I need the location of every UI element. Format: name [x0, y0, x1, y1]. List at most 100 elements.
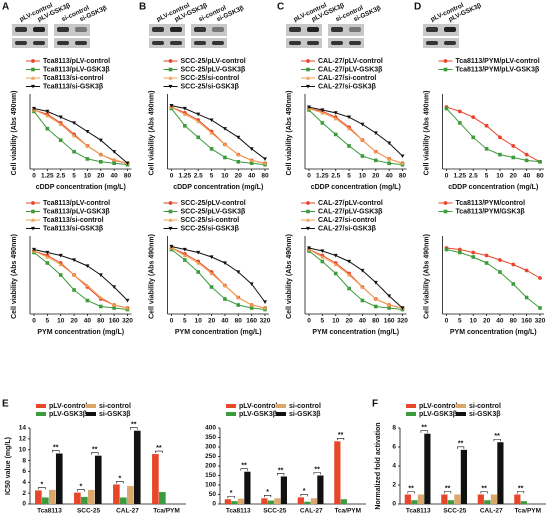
bar: [35, 490, 42, 504]
marker: [45, 109, 50, 114]
y-axis-label: Normalized fold activation: [375, 422, 382, 509]
y-axis-label: Cell viability (Abs 490nm): [148, 234, 155, 319]
band: [170, 41, 182, 45]
x-tick-label: 80: [399, 173, 407, 180]
marker: [373, 280, 378, 285]
bracket: [480, 491, 488, 494]
marker: [183, 258, 187, 262]
marker: [98, 273, 103, 277]
bar: [42, 497, 49, 504]
marker: [182, 112, 187, 116]
marker: [347, 144, 351, 148]
x-tick-label: 5: [347, 173, 351, 180]
significance: **: [494, 433, 500, 440]
bracket: [407, 491, 415, 494]
bar: [447, 500, 454, 504]
bar: [244, 471, 251, 504]
significance: **: [314, 466, 320, 473]
y-tick-label: 12: [19, 436, 27, 443]
x-tick-label: 0: [170, 318, 174, 325]
legend-label: SCC-25/si-GSK3β: [181, 83, 240, 90]
marker: [511, 144, 516, 148]
legend-label: Tca8113/pLV-GSK3β: [43, 66, 110, 73]
legend-label: CAL-27/pLV-control: [318, 58, 383, 65]
marker: [249, 306, 254, 310]
series-line: [171, 108, 266, 166]
marker: [471, 250, 476, 255]
panel-label: F: [372, 399, 378, 410]
legend-label: SCC-25/si-control: [181, 75, 240, 82]
marker: [31, 67, 35, 72]
x-tick-label: 2.5: [331, 173, 340, 180]
marker: [98, 295, 103, 300]
marker: [31, 226, 35, 231]
band: [33, 41, 45, 45]
x-tick-label: 20: [372, 173, 380, 180]
marker: [387, 161, 391, 166]
x-tick-label: 160: [384, 318, 395, 325]
x-tick-label: 80: [510, 318, 518, 325]
marker: [196, 270, 201, 274]
marker: [307, 105, 311, 110]
band: [331, 41, 343, 45]
marker: [471, 135, 476, 140]
series-line: [308, 249, 403, 309]
series-line: [446, 249, 541, 309]
marker: [168, 59, 173, 63]
x-tick-label: 80: [261, 173, 269, 180]
bracket: [337, 438, 345, 441]
marker: [31, 218, 35, 222]
marker: [524, 268, 529, 273]
marker: [31, 209, 35, 214]
x-axis-label: PYM concentration (mg/L): [312, 329, 399, 336]
series-line: [33, 109, 128, 164]
marker: [306, 76, 310, 80]
marker: [360, 268, 365, 273]
marker: [360, 298, 365, 303]
marker: [360, 154, 365, 158]
marker: [320, 110, 325, 115]
x-tick-label: CAL-27: [300, 508, 323, 515]
band: [331, 27, 343, 32]
x-tick-label: 40: [496, 318, 504, 325]
series-line: [308, 250, 403, 310]
marker: [45, 250, 50, 255]
bracket: [240, 468, 248, 471]
marker: [168, 218, 173, 222]
bracket: [444, 491, 452, 494]
y-axis-label: Cell viability (Abs 490nm): [11, 234, 18, 319]
bar: [441, 494, 448, 504]
series-line: [446, 106, 541, 163]
y-axis-label: Cell viability (Abs 490nm): [148, 91, 155, 176]
bar: [74, 492, 81, 504]
series-line: [308, 247, 403, 309]
marker: [196, 135, 201, 140]
marker: [112, 157, 117, 162]
marker: [98, 160, 103, 164]
marker: [72, 288, 76, 292]
marker: [263, 300, 267, 304]
legend-label: CAL-27/si-control: [318, 217, 376, 224]
y-tick-label: 200: [205, 463, 216, 470]
bar: [417, 494, 424, 504]
marker: [263, 157, 267, 161]
marker: [72, 258, 77, 262]
x-tick-label: 20: [208, 318, 216, 325]
marker: [196, 119, 201, 124]
band: [349, 27, 361, 32]
x-tick-label: 20: [70, 318, 78, 325]
y-tick-label: 4: [22, 479, 26, 486]
x-tick-label: 20: [345, 318, 353, 325]
bar: [340, 499, 347, 504]
legend-label: Tca8113/pLV-control: [43, 58, 110, 65]
marker: [236, 135, 241, 140]
legend-label: Tca8113/PYM/GSK3β: [456, 208, 526, 215]
significance: **: [53, 444, 59, 451]
marker: [168, 226, 173, 231]
marker: [347, 259, 352, 264]
marker: [538, 306, 542, 310]
x-tick-label: 1.25: [316, 173, 329, 180]
marker: [45, 113, 50, 118]
x-tick-label: 10: [57, 318, 65, 325]
marker: [511, 155, 516, 160]
